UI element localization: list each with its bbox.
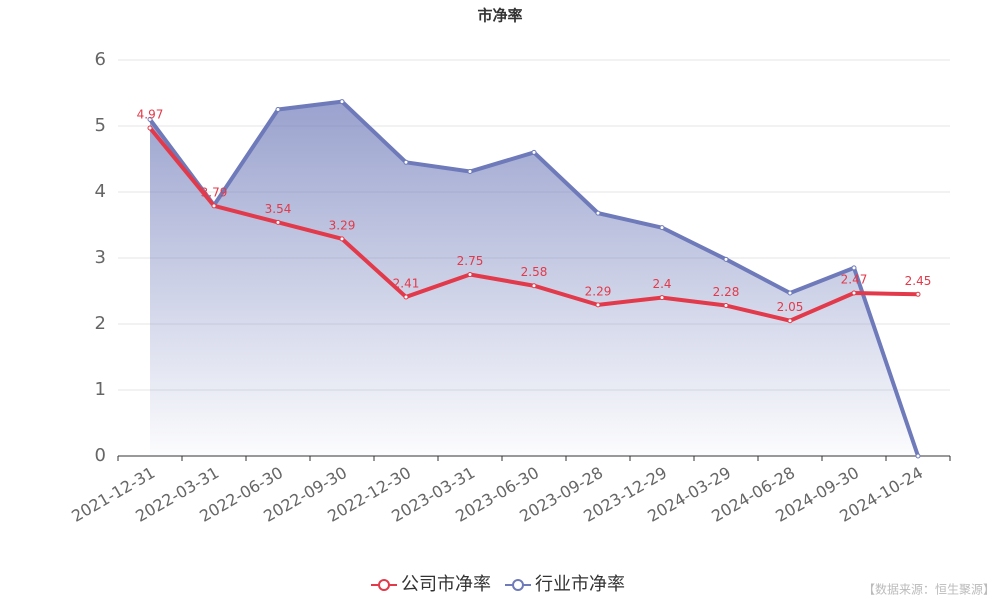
y-tick-label: 0: [95, 445, 106, 466]
point: [531, 283, 537, 289]
point: [339, 236, 345, 242]
data-label: 2.28: [713, 285, 740, 299]
data-label: 2.58: [521, 265, 548, 279]
point: [339, 99, 345, 105]
point: [403, 159, 409, 165]
point: [723, 256, 729, 262]
legend-label: 行业市净率: [535, 574, 625, 595]
y-tick-label: 6: [95, 49, 106, 70]
data-label: 2.4: [652, 277, 671, 291]
point: [147, 116, 153, 122]
y-tick-label: 5: [95, 115, 106, 136]
point: [595, 302, 601, 308]
legend-item[interactable]: 公司市净率: [371, 574, 491, 595]
data-label: 2.05: [777, 300, 804, 314]
legend-item[interactable]: 行业市净率: [505, 574, 625, 595]
point: [147, 125, 153, 131]
legend-label: 公司市净率: [401, 574, 491, 595]
data-label: 2.75: [457, 254, 484, 268]
data-label: 2.41: [393, 276, 420, 290]
legend-marker: [378, 579, 390, 591]
data-label: 2.29: [585, 284, 612, 298]
data-label: 2.45: [905, 274, 932, 288]
y-tick-label: 2: [95, 313, 106, 334]
point: [787, 290, 793, 296]
point: [915, 453, 921, 459]
y-tick-label: 3: [95, 247, 106, 268]
area: [150, 101, 918, 456]
point: [851, 265, 857, 271]
point: [851, 290, 857, 296]
point: [659, 295, 665, 301]
point: [275, 219, 281, 225]
data-label: 3.54: [265, 202, 292, 216]
point: [467, 272, 473, 277]
point: [403, 294, 409, 300]
point: [211, 203, 217, 209]
legend-marker: [512, 579, 524, 591]
y-tick-label: 4: [95, 181, 106, 202]
data-label: 2.47: [841, 272, 868, 286]
point: [723, 303, 729, 309]
point: [595, 210, 601, 216]
data-label: 3.79: [201, 185, 228, 199]
data-label: 4.97: [137, 107, 164, 121]
point: [531, 149, 537, 155]
data-label: 3.29: [329, 218, 356, 232]
point: [787, 318, 793, 324]
point: [659, 225, 665, 231]
y-tick-label: 1: [95, 379, 106, 400]
point: [275, 107, 281, 112]
point: [915, 291, 921, 297]
point: [467, 169, 473, 175]
chart-title: 市净率: [477, 7, 522, 25]
source-note: 【数据来源：恒生聚源】: [863, 582, 995, 597]
